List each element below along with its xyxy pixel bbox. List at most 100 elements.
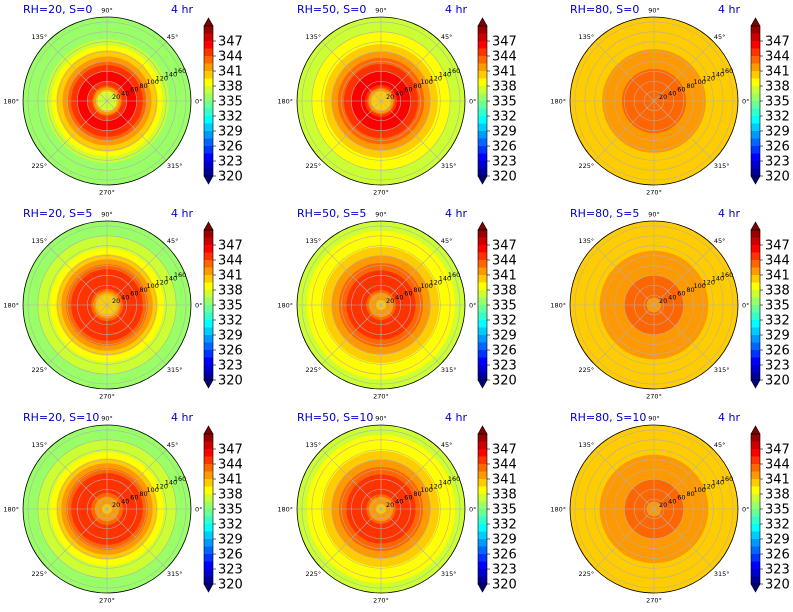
colorbar-segment — [751, 561, 760, 570]
colorbar-extend-max — [750, 221, 761, 231]
colorbar-segment — [478, 267, 487, 276]
colorbar-tick-label: 326 — [218, 548, 243, 563]
colorbar-segment — [204, 48, 213, 57]
colorbar-segment — [478, 576, 487, 585]
colorbar-segment — [751, 531, 760, 540]
radial-tick-label: 140 — [165, 275, 177, 283]
panel-title: RH=50, S=5 — [297, 207, 366, 220]
colorbar-tick-label: 326 — [492, 548, 517, 563]
colorbar-segment — [478, 131, 487, 139]
colorbar-segment — [751, 539, 760, 547]
colorbar-segment — [751, 441, 760, 450]
angular-gridline — [47, 508, 108, 569]
colorbar-segment — [478, 365, 487, 373]
colorbar-segment — [204, 131, 213, 139]
colorbar-segment — [751, 230, 760, 238]
colorbar-tick-label: 332 — [492, 518, 517, 533]
angular-tick-label: 180° — [550, 506, 566, 514]
radial-tick-label: 140 — [439, 479, 451, 487]
colorbar-tick-label: 347 — [218, 443, 243, 458]
colorbar-segment — [204, 290, 213, 298]
colorbar-segment — [751, 569, 760, 577]
colorbar-segment — [751, 546, 760, 555]
colorbar-segment — [751, 33, 760, 42]
radial-tick-label: 100 — [146, 78, 158, 86]
polar-frame — [569, 220, 739, 390]
colorbar-segment — [204, 146, 213, 154]
angular-gridline — [321, 41, 382, 102]
radial-tick-label: 60 — [404, 86, 412, 94]
colorbar-segment — [204, 245, 213, 253]
angular-tick-label: 90° — [375, 415, 387, 423]
colorbar-segment — [204, 93, 213, 102]
colorbar-tick-label: 329 — [492, 533, 517, 548]
angular-gridline — [47, 41, 108, 102]
radial-tick-label: 40 — [121, 497, 129, 505]
colorbar-tick-label: 344 — [492, 458, 517, 473]
colorbar-segment — [751, 365, 760, 373]
colorbar-segment — [478, 342, 487, 351]
angular-gridline — [47, 100, 108, 161]
colorbar-tick-label: 329 — [218, 533, 243, 548]
colorbar-segment — [751, 146, 760, 154]
colorbar-segment — [751, 516, 760, 525]
angular-gridline — [321, 100, 382, 161]
colorbar-segment — [204, 282, 213, 291]
colorbar-segment — [204, 479, 213, 487]
colorbar-tick-label: 320 — [765, 170, 790, 185]
radial-tick-label: 140 — [712, 71, 724, 79]
radial-tick-label: 140 — [165, 479, 177, 487]
radial-tick-label: 160 — [174, 67, 186, 75]
colorbar-segment — [204, 546, 213, 555]
angular-gridline — [106, 508, 167, 569]
angular-tick-label: 315° — [714, 570, 730, 578]
angular-gridline — [321, 245, 382, 306]
colorbar-segment — [478, 93, 487, 102]
colorbar-segment — [204, 471, 213, 480]
colorbar-segment — [478, 252, 487, 261]
colorbar-extend-max — [477, 425, 488, 435]
colorbar-segment — [751, 48, 760, 57]
colorbar-extend-min — [750, 583, 761, 593]
angular-tick-label: 45° — [714, 33, 726, 41]
colorbar-tick-label: 338 — [492, 284, 517, 299]
radial-tick-label: 60 — [130, 290, 138, 298]
colorbar-tick-label: 335 — [218, 95, 243, 110]
angular-tick-label: 270° — [373, 189, 389, 197]
colorbar-segment — [478, 86, 487, 94]
panel-title: RH=80, S=0 — [570, 3, 639, 16]
colorbar-segment — [478, 546, 487, 555]
colorbar-segment — [204, 86, 213, 94]
panel-time-label: 4 hr — [171, 411, 193, 424]
colorbar-segment — [478, 56, 487, 64]
colorbar-extend-max — [203, 221, 214, 231]
colorbar-segment — [751, 501, 760, 510]
colorbar-segment — [751, 260, 760, 268]
colorbar-segment — [751, 471, 760, 480]
angular-tick-label: 180° — [277, 98, 293, 106]
colorbar-segment — [204, 153, 213, 162]
angular-tick-label: 0° — [195, 302, 202, 310]
angular-gridline — [653, 304, 714, 365]
colorbar-segment — [204, 71, 213, 79]
colorbar-segment — [751, 101, 760, 109]
angular-tick-label: 225° — [31, 162, 47, 170]
radial-tick-label: 40 — [395, 293, 403, 301]
colorbar-segment — [204, 230, 213, 238]
colorbar-segment — [751, 116, 760, 124]
colorbar-tick-label: 341 — [218, 65, 243, 80]
colorbar-segment — [204, 464, 213, 472]
colorbar-segment — [204, 161, 213, 169]
radial-tick-label: 80 — [413, 82, 421, 90]
colorbar-tick-label: 341 — [218, 473, 243, 488]
radial-tick-label: 120 — [156, 278, 168, 286]
colorbar-tick-label: 326 — [765, 344, 790, 359]
colorbar-segment — [751, 464, 760, 472]
panel-title: RH=50, S=10 — [297, 411, 373, 424]
colorbar-tick-label: 344 — [492, 254, 517, 269]
colorbar-segment — [751, 290, 760, 298]
colorbar-tick-label: 347 — [492, 443, 517, 458]
angular-tick-label: 0° — [742, 302, 749, 310]
colorbar-segment — [204, 531, 213, 540]
